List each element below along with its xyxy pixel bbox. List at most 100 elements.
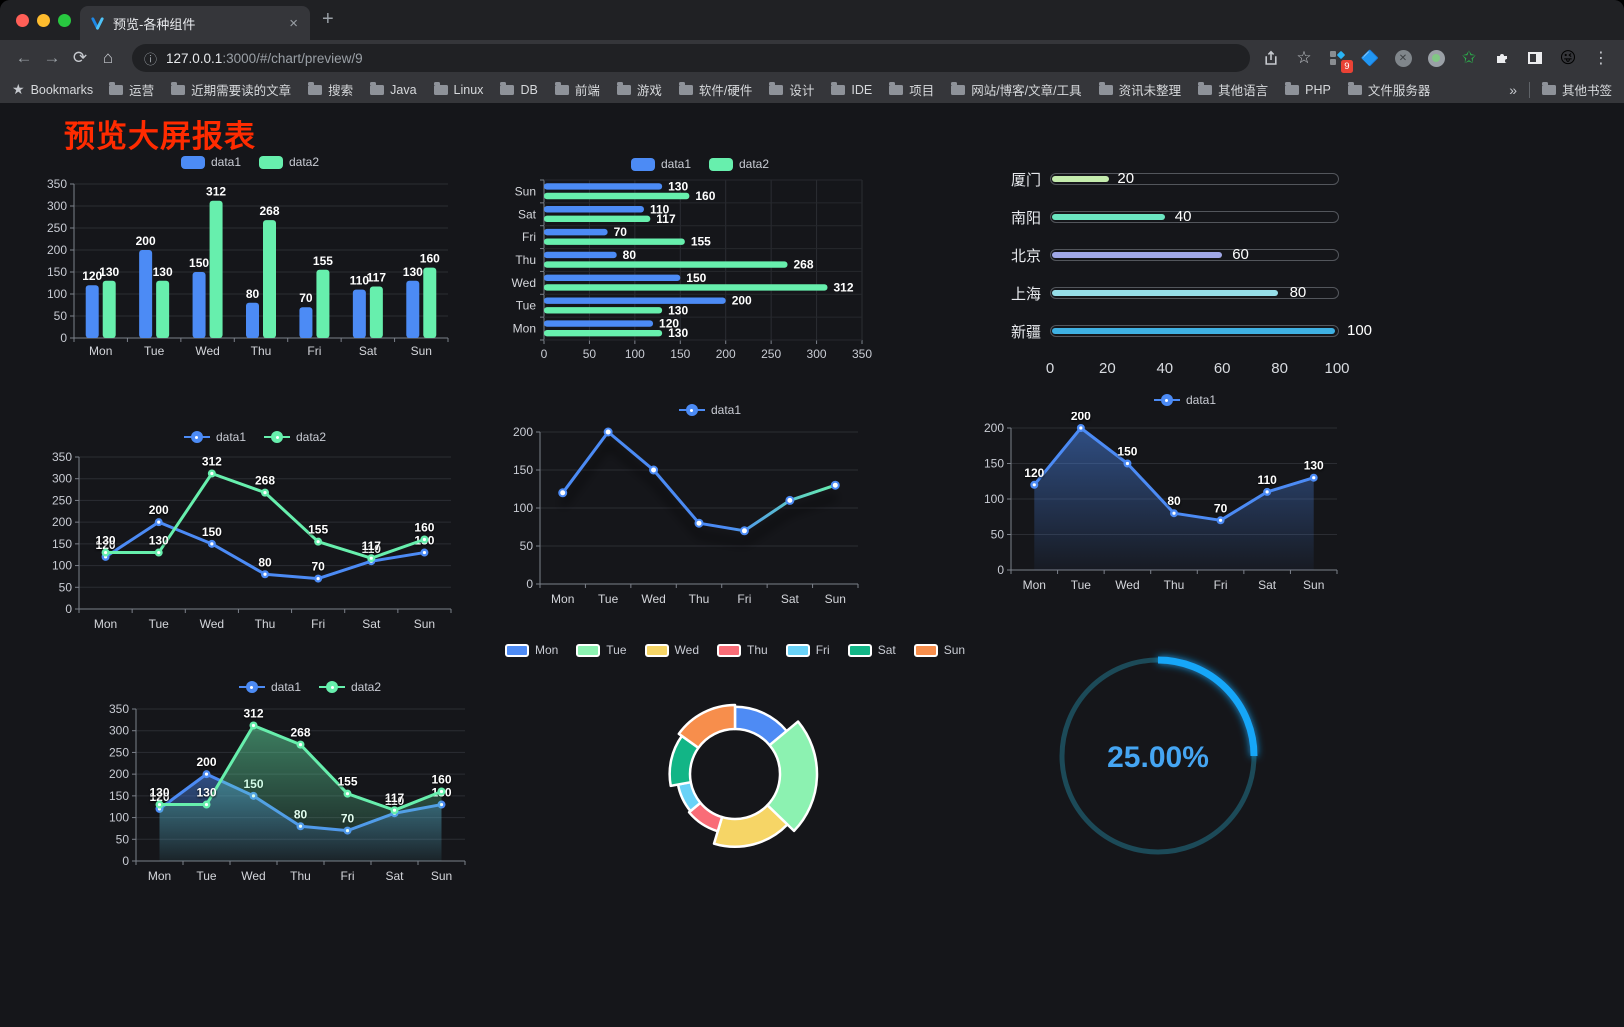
legend-marker [1153, 393, 1180, 407]
progress-fill [1052, 214, 1166, 220]
back-icon[interactable]: ← [15, 48, 33, 67]
legend-item-data1[interactable]: data1 [238, 680, 301, 694]
legend-label: Mon [534, 643, 559, 657]
svg-text:350: 350 [852, 347, 872, 361]
svg-text:130: 130 [149, 786, 169, 800]
browser-tab[interactable]: 预览-各种组件 × [80, 6, 310, 40]
bookmark-folder[interactable]: IDE [831, 81, 872, 97]
bookmark-folder[interactable]: Java [370, 81, 417, 97]
legend-item-data1[interactable]: data1 [630, 157, 691, 171]
bookmark-folder[interactable]: 前端 [554, 80, 600, 99]
legend-item-data2[interactable]: data2 [259, 155, 319, 169]
axis-tick-label: 40 [1156, 360, 1174, 377]
chart-canvas[interactable]: 0 50 100 150 200 250 300 350 Mon Tue Wed Thu Fri Sat S… [45, 449, 465, 635]
bookmark-folder[interactable]: 软件/硬件 [678, 80, 752, 99]
legend-item-Sat[interactable]: Sat [847, 643, 896, 657]
progress-track: 20 [1050, 170, 1395, 187]
home-icon[interactable]: ⌂ [102, 48, 114, 67]
bookmarks-label[interactable]: Bookmarks [30, 82, 94, 97]
minimize-window-button[interactable] [37, 14, 50, 27]
legend-item-data1[interactable]: data1 [678, 403, 741, 417]
extension-blocks-icon[interactable]: 9 [1326, 47, 1353, 73]
legend-marker [264, 430, 290, 444]
bookmark-folder[interactable]: PHP [1285, 81, 1331, 97]
chart-canvas[interactable]: 0 50 100 150 200 250 300 350 Mon Tue Wed Thu Fri Sat S… [40, 174, 460, 362]
bookmark-folder[interactable]: 游戏 [616, 80, 662, 99]
legend-item-Sun[interactable]: Sun [913, 643, 965, 657]
forward-icon[interactable]: → [43, 48, 61, 67]
new-tab-button[interactable]: + [322, 8, 334, 30]
legend-item-Mon[interactable]: Mon [504, 643, 559, 657]
legend-item-data1[interactable]: data1 [183, 430, 246, 444]
side-panel-icon[interactable] [1524, 47, 1546, 69]
svg-text:Sat: Sat [359, 344, 378, 358]
legend-marker [504, 643, 529, 657]
svg-text:100: 100 [513, 501, 533, 515]
legend-item-data2[interactable]: data2 [264, 430, 326, 444]
svg-text:300: 300 [47, 199, 67, 213]
progress-row-新疆: 新疆 100 [995, 312, 1395, 350]
svg-text:155: 155 [308, 523, 328, 537]
svg-text:Sun: Sun [515, 184, 536, 198]
folder-icon [889, 81, 904, 95]
close-window-button[interactable] [16, 14, 29, 27]
url-path: :3000/#/chart/preview/9 [222, 50, 363, 66]
dark-circle-extension-icon[interactable]: ✕ [1392, 47, 1414, 69]
svg-text:120: 120 [96, 538, 116, 552]
progress-bar-chart[interactable]: 厦门 20 南阳 40 北京 60 上海 80 新疆 100 0 20 40 60 80 100 [995, 158, 1395, 388]
progress-fill [1052, 328, 1335, 334]
browser-menu-icon[interactable]: ⋮ [1593, 50, 1609, 67]
svg-text:0: 0 [997, 563, 1004, 577]
chart-canvas[interactable]: 0 50 100 150 200 Mon Tue Wed Thu Fri Sat Sun 120 200 1… [975, 409, 1395, 596]
bookmark-folder[interactable]: Linux [433, 81, 483, 97]
svg-text:130: 130 [99, 265, 119, 279]
legend-item-Thu[interactable]: Thu [717, 643, 768, 657]
tab-close-icon[interactable]: × [289, 14, 298, 32]
green-star-extension-icon[interactable]: ✩ [1461, 48, 1477, 67]
site-info-icon[interactable]: ⓘ [144, 51, 158, 67]
legend-item-Wed[interactable]: Wed [644, 643, 699, 657]
bookmark-folder[interactable]: 文件服务器 [1347, 80, 1430, 99]
address-bar[interactable]: ⓘ 127.0.0.1:3000/#/chart/preview/9 [132, 44, 1250, 72]
puzzle-extensions-icon[interactable] [1491, 47, 1513, 69]
legend-item-Tue[interactable]: Tue [576, 643, 627, 657]
bookmark-folder[interactable]: 其他语言 [1198, 80, 1268, 99]
chart-canvas[interactable]: 0 50 100 150 200 250 300 350 Mon Tue Wed Thu Fri Sat S… [100, 699, 520, 887]
legend-item-data2[interactable]: data2 [319, 680, 381, 694]
share-icon[interactable] [1260, 47, 1282, 69]
green-dot-extension-icon[interactable] [1425, 47, 1447, 69]
gem-extension-icon[interactable]: 🔷 [1360, 49, 1380, 67]
chart-canvas[interactable]: 0 50 100 150 200 Mon Tue Wed Thu Fri Sat Sun [500, 422, 920, 610]
svg-text:Tue: Tue [1071, 578, 1092, 592]
folder-icon [769, 81, 784, 95]
svg-text:200: 200 [513, 425, 533, 439]
svg-text:130: 130 [668, 303, 688, 317]
bookmark-folder[interactable]: 搜索 [308, 80, 353, 99]
folder-icon [1098, 81, 1113, 95]
bookmark-folder[interactable]: 设计 [769, 80, 814, 99]
bookmarks-separator [1528, 81, 1530, 98]
legend-item-data1[interactable]: data1 [1153, 393, 1217, 407]
legend-item-Fri[interactable]: Fri [785, 643, 830, 657]
emoji-extension-icon[interactable]: 😜 [1559, 50, 1577, 67]
chart-canvas[interactable] [515, 662, 955, 888]
bookmark-folder[interactable]: DB [500, 81, 538, 97]
bookmark-folder[interactable]: 运营 [109, 80, 154, 99]
bookmark-folder[interactable]: 项目 [889, 80, 934, 99]
reload-icon[interactable]: ⟳ [72, 48, 88, 67]
bookmark-folder[interactable]: 近期需要读的文章 [171, 80, 291, 99]
svg-text:Tue: Tue [598, 592, 619, 606]
bookmark-folder[interactable]: 资讯未整理 [1098, 80, 1181, 99]
maximize-window-button[interactable] [58, 14, 71, 27]
extension-badge: 9 [1340, 60, 1353, 73]
chart-canvas[interactable]: 25.00% [1040, 638, 1280, 878]
bookmark-folder[interactable]: 网站/博客/文章/工具 [951, 80, 1082, 99]
legend-item-data2[interactable]: data2 [709, 157, 769, 171]
legend-item-data1[interactable]: data1 [180, 155, 241, 169]
bookmark-star-icon[interactable]: ☆ [1296, 48, 1312, 67]
legend-marker [847, 643, 872, 657]
bookmarks-overflow-chevron[interactable]: » [1509, 81, 1517, 98]
legend-label: data1 [1185, 393, 1217, 407]
other-bookmarks-folder[interactable]: 其他书签 [1541, 80, 1612, 99]
